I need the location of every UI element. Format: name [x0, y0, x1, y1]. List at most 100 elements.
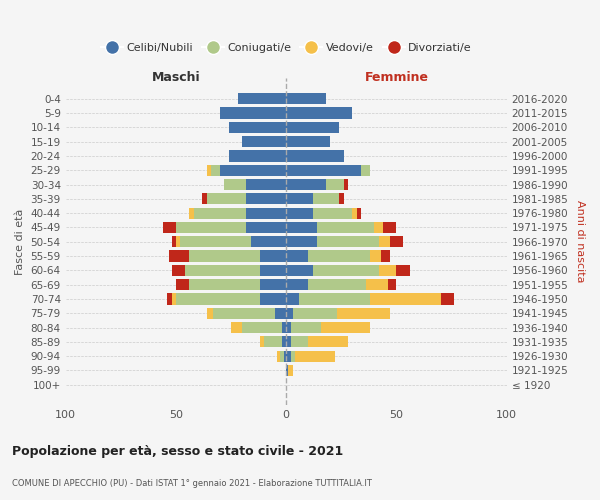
Bar	[313, 194, 339, 204]
Bar	[286, 108, 352, 118]
Bar	[231, 322, 242, 333]
Bar	[189, 208, 194, 218]
Text: Popolazione per età, sesso e stato civile - 2021: Popolazione per età, sesso e stato civil…	[12, 444, 343, 458]
Bar	[247, 208, 286, 218]
Bar	[286, 322, 290, 333]
Bar	[181, 236, 251, 248]
Bar	[169, 250, 189, 262]
Bar	[242, 322, 282, 333]
Bar	[339, 194, 344, 204]
Bar	[286, 336, 290, 347]
Bar	[286, 150, 344, 162]
Bar	[299, 294, 370, 304]
Bar	[383, 222, 397, 233]
Bar	[229, 122, 286, 133]
Bar	[214, 308, 275, 319]
Bar	[286, 250, 308, 262]
Bar	[374, 222, 383, 233]
Bar	[322, 322, 370, 333]
Text: Femmine: Femmine	[364, 72, 428, 85]
Bar	[308, 250, 370, 262]
Bar	[286, 179, 326, 190]
Bar	[440, 294, 454, 304]
Bar	[317, 236, 379, 248]
Bar	[185, 265, 260, 276]
Bar	[286, 222, 317, 233]
Bar	[293, 308, 337, 319]
Bar	[211, 164, 220, 176]
Bar	[286, 350, 290, 362]
Text: Maschi: Maschi	[152, 72, 200, 85]
Bar	[220, 108, 286, 118]
Bar	[207, 308, 214, 319]
Bar	[280, 350, 284, 362]
Bar	[229, 150, 286, 162]
Bar	[163, 222, 176, 233]
Bar	[260, 250, 286, 262]
Bar	[284, 350, 286, 362]
Bar	[286, 93, 326, 104]
Bar	[286, 122, 339, 133]
Bar	[172, 294, 176, 304]
Bar	[286, 265, 313, 276]
Bar	[189, 279, 260, 290]
Bar	[194, 208, 247, 218]
Bar	[286, 365, 289, 376]
Bar	[247, 222, 286, 233]
Bar	[290, 322, 322, 333]
Bar	[326, 179, 344, 190]
Bar	[352, 208, 357, 218]
Bar	[176, 294, 260, 304]
Bar	[207, 194, 247, 204]
Bar	[313, 265, 379, 276]
Bar	[286, 236, 317, 248]
Bar	[365, 279, 388, 290]
Bar	[286, 164, 361, 176]
Bar	[344, 179, 348, 190]
Bar	[202, 194, 207, 204]
Bar	[260, 336, 264, 347]
Bar	[277, 350, 280, 362]
Legend: Celibi/Nubili, Coniugati/e, Vedovi/e, Divorziati/e: Celibi/Nubili, Coniugati/e, Vedovi/e, Di…	[96, 38, 476, 57]
Bar	[370, 250, 381, 262]
Bar	[247, 179, 286, 190]
Bar	[282, 336, 286, 347]
Bar	[317, 222, 374, 233]
Bar	[172, 265, 185, 276]
Bar	[286, 308, 293, 319]
Bar	[260, 265, 286, 276]
Bar	[251, 236, 286, 248]
Bar	[286, 294, 299, 304]
Bar	[260, 294, 286, 304]
Bar	[282, 322, 286, 333]
Bar	[220, 164, 286, 176]
Bar	[176, 279, 189, 290]
Bar	[275, 308, 286, 319]
Bar	[167, 294, 172, 304]
Bar	[388, 279, 397, 290]
Bar	[176, 222, 247, 233]
Bar	[224, 179, 247, 190]
Bar	[238, 93, 286, 104]
Bar	[289, 365, 293, 376]
Bar	[290, 350, 295, 362]
Bar	[260, 279, 286, 290]
Bar	[390, 236, 403, 248]
Bar	[370, 294, 440, 304]
Bar	[381, 250, 390, 262]
Bar	[264, 336, 282, 347]
Bar	[357, 208, 361, 218]
Bar	[286, 194, 313, 204]
Bar	[172, 236, 176, 248]
Bar	[379, 265, 397, 276]
Bar	[176, 236, 181, 248]
Bar	[308, 279, 365, 290]
Bar	[337, 308, 390, 319]
Bar	[189, 250, 260, 262]
Bar	[286, 279, 308, 290]
Bar	[286, 136, 331, 147]
Y-axis label: Fasce di età: Fasce di età	[15, 208, 25, 275]
Bar	[308, 336, 348, 347]
Bar	[295, 350, 335, 362]
Bar	[286, 208, 313, 218]
